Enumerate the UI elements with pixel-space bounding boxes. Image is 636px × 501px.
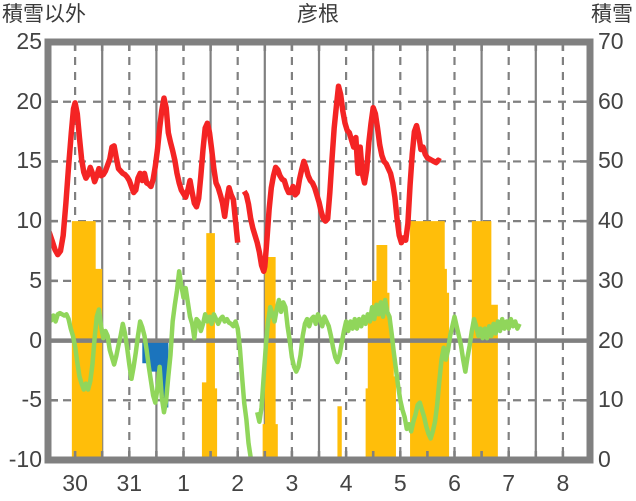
x-axis-tick-label: 8 xyxy=(556,470,570,496)
axis-tick-marks xyxy=(46,40,592,462)
chart-title: 彦根 xyxy=(297,3,339,26)
right-axis-tick-label: 40 xyxy=(598,207,624,234)
left-axis-tick-label: -10 xyxy=(8,446,42,472)
x-axis-tick-label: 6 xyxy=(448,470,461,496)
x-axis-tick-label: 4 xyxy=(339,470,353,496)
left-axis-title: 積雪以外 xyxy=(2,3,86,26)
right-axis-tick-label: 60 xyxy=(598,87,624,114)
x-axis-tick-label: 30 xyxy=(62,470,88,496)
x-axis-tick-label: 31 xyxy=(116,470,143,496)
right-axis-tick-label: 20 xyxy=(598,326,624,353)
left-axis-tick-label: -5 xyxy=(21,386,42,413)
left-axis-tick-label: 25 xyxy=(16,28,42,54)
right-axis-title: 積雪 xyxy=(591,3,633,26)
x-axis-tick-label: 1 xyxy=(177,470,190,496)
left-axis-tick-label: 5 xyxy=(29,266,42,293)
x-axis-tick-label: 7 xyxy=(502,470,516,496)
snow-depth-bars xyxy=(69,221,498,460)
right-axis-tick-label: 10 xyxy=(598,386,624,413)
right-axis-tick-label: 70 xyxy=(598,28,624,54)
right-axis-tick-label: 30 xyxy=(598,266,624,293)
x-axis-tick-label: 3 xyxy=(285,470,299,496)
series-lines xyxy=(46,83,522,458)
left-axis-tick-label: 20 xyxy=(16,87,42,114)
x-axis-tick-label: 5 xyxy=(393,470,407,496)
right-axis-tick-label: 0 xyxy=(598,446,611,472)
left-axis-tick-label: 15 xyxy=(16,147,42,174)
left-axis-tick-label: 10 xyxy=(16,207,42,234)
x-axis-tick-label: 2 xyxy=(231,470,245,496)
gridlines xyxy=(48,42,590,460)
right-axis-tick-label: 50 xyxy=(598,147,624,174)
left-axis-tick-label: 0 xyxy=(29,326,42,353)
